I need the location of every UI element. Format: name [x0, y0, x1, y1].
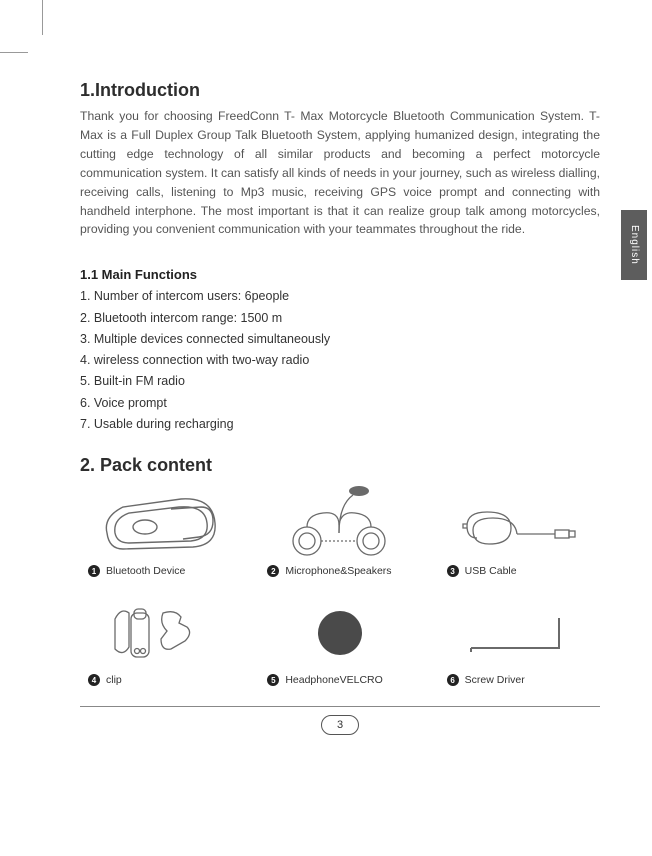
usb-cable-illustration: [454, 486, 584, 561]
section-2-heading: 2. Pack content: [80, 455, 600, 476]
list-item: 6. Voice prompt: [80, 393, 600, 414]
pack-item-label: Bluetooth Device: [106, 565, 185, 577]
crop-mark-horizontal: [0, 52, 28, 53]
clip-illustration: [96, 595, 226, 670]
pack-item-caption: 6 Screw Driver: [439, 674, 525, 686]
pack-item-number: 5: [267, 674, 279, 686]
page-number: 3: [321, 715, 359, 735]
pack-item: 1 Bluetooth Device: [80, 486, 241, 577]
pack-content-grid: 1 Bluetooth Device: [80, 486, 600, 686]
pack-item-number: 4: [88, 674, 100, 686]
screwdriver-illustration: [454, 595, 584, 670]
section-1-1-heading: 1.1 Main Functions: [80, 267, 600, 282]
pack-item: 4 clip: [80, 595, 241, 686]
pack-item-number: 6: [447, 674, 459, 686]
crop-mark-vertical: [42, 0, 43, 35]
section-1-body: Thank you for choosing FreedConn T- Max …: [80, 107, 600, 239]
pack-item-label: Microphone&Speakers: [285, 565, 391, 577]
pack-item-label: Screw Driver: [465, 674, 525, 686]
pack-item-caption: 3 USB Cable: [439, 565, 517, 577]
list-item: 3. Multiple devices connected simultaneo…: [80, 329, 600, 350]
list-item: 2. Bluetooth intercom range: 1500 m: [80, 308, 600, 329]
footer-rule: [80, 706, 600, 707]
pack-item-caption: 1 Bluetooth Device: [80, 565, 185, 577]
pack-item-number: 1: [88, 565, 100, 577]
list-item: 5. Built-in FM radio: [80, 371, 600, 392]
pack-item-label: clip: [106, 674, 122, 686]
list-item: 7. Usable during recharging: [80, 414, 600, 435]
section-1-heading: 1.Introduction: [80, 80, 600, 101]
language-tab: English: [621, 210, 647, 280]
main-functions-list: 1. Number of intercom users: 6people 2. …: [80, 286, 600, 435]
pack-item-caption: 4 clip: [80, 674, 122, 686]
mic-speakers-illustration: [275, 486, 405, 561]
bluetooth-device-illustration: [96, 486, 226, 561]
pack-item: 5 HeadphoneVELCRO: [259, 595, 420, 686]
pack-item-caption: 5 HeadphoneVELCRO: [259, 674, 382, 686]
pack-item-caption: 2 Microphone&Speakers: [259, 565, 391, 577]
pack-item-number: 3: [447, 565, 459, 577]
pack-item: 6 Screw Driver: [439, 595, 600, 686]
list-item: 1. Number of intercom users: 6people: [80, 286, 600, 307]
pack-item: 2 Microphone&Speakers: [259, 486, 420, 577]
pack-item-number: 2: [267, 565, 279, 577]
pack-item-label: USB Cable: [465, 565, 517, 577]
pack-item: 3 USB Cable: [439, 486, 600, 577]
pack-item-label: HeadphoneVELCRO: [285, 674, 382, 686]
list-item: 4. wireless connection with two-way radi…: [80, 350, 600, 371]
velcro-illustration: [275, 595, 405, 670]
page-content: 1.Introduction Thank you for choosing Fr…: [80, 80, 600, 735]
